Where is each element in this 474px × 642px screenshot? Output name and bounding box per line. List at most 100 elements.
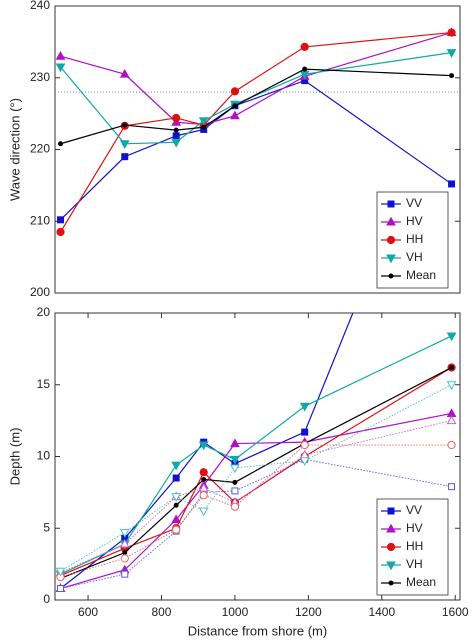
marker	[198, 441, 209, 451]
marker	[172, 132, 180, 140]
marker	[387, 200, 395, 208]
marker	[57, 585, 65, 593]
marker	[58, 141, 64, 147]
marker	[55, 50, 66, 60]
marker	[446, 381, 457, 390]
marker	[120, 554, 129, 563]
y-tick-label: 230	[30, 70, 50, 84]
plot-area	[55, 27, 460, 237]
marker	[55, 63, 66, 73]
y-tick-label: 10	[37, 449, 51, 463]
marker	[230, 455, 240, 465]
legend-label: HH	[406, 539, 423, 553]
marker	[388, 273, 394, 279]
y-tick-label: 240	[30, 0, 50, 12]
plot-area	[55, 66, 457, 593]
marker	[201, 476, 207, 482]
marker	[301, 428, 309, 436]
marker	[449, 73, 455, 79]
y-tick-label: 20	[37, 305, 51, 319]
marker	[300, 440, 309, 450]
x-axis-label: Distance from shore (m)	[188, 623, 327, 638]
marker	[172, 525, 181, 534]
marker	[173, 502, 179, 508]
marker	[447, 440, 456, 450]
marker	[173, 127, 179, 133]
marker	[230, 438, 240, 448]
marker	[121, 153, 129, 161]
x-tick-label: 1400	[368, 605, 395, 619]
x-tick-label: 1000	[222, 605, 249, 619]
marker	[448, 180, 456, 188]
y-tick-label: 200	[30, 285, 50, 299]
marker	[232, 479, 238, 485]
marker	[55, 567, 66, 577]
legend-label: HV	[406, 521, 423, 535]
marker	[447, 28, 456, 37]
y-tick-label: 15	[37, 377, 51, 391]
marker	[171, 461, 182, 471]
marker	[198, 117, 209, 127]
marker	[448, 483, 456, 491]
marker	[122, 550, 128, 556]
marker	[386, 254, 396, 264]
marker	[198, 482, 209, 492]
legend-label: Mean	[406, 268, 436, 282]
marker	[232, 103, 238, 109]
marker	[119, 68, 130, 78]
y-tick-label: 5	[43, 520, 50, 534]
marker	[299, 402, 310, 412]
marker	[121, 570, 129, 578]
y-tick-label: 0	[43, 592, 50, 606]
series-line	[60, 68, 452, 145]
x-tick-label: 1200	[295, 605, 322, 619]
marker	[119, 538, 130, 548]
marker	[449, 66, 455, 72]
marker	[199, 491, 208, 500]
marker	[302, 66, 308, 72]
legend-label: HV	[406, 214, 423, 228]
marker	[122, 122, 128, 128]
marker	[299, 457, 310, 467]
x-tick-label: 1600	[442, 605, 469, 619]
marker	[449, 365, 455, 371]
marker	[446, 408, 457, 417]
marker	[230, 502, 240, 511]
marker	[446, 49, 457, 58]
marker	[199, 468, 208, 477]
legend-label: VV	[406, 503, 422, 517]
marker	[230, 87, 240, 96]
legend-label: VV	[406, 196, 422, 210]
marker	[446, 332, 457, 342]
marker	[172, 474, 180, 482]
marker	[56, 227, 65, 237]
x-tick-label: 800	[151, 605, 171, 619]
marker	[172, 113, 181, 123]
legend-label: Mean	[406, 575, 436, 589]
marker	[230, 110, 240, 120]
marker	[171, 514, 182, 524]
x-tick-label: 600	[78, 605, 98, 619]
legend-label: VH	[406, 250, 423, 264]
legend-label: VH	[406, 557, 423, 571]
marker	[171, 493, 182, 502]
marker	[201, 124, 207, 130]
marker	[198, 507, 209, 517]
marker	[386, 561, 396, 571]
y-axis-label: Wave direction (°)	[7, 98, 22, 201]
legend-label: HH	[406, 232, 423, 246]
marker	[386, 216, 396, 226]
y-tick-label: 220	[30, 142, 50, 156]
marker	[388, 580, 394, 586]
marker	[386, 235, 396, 245]
marker	[230, 464, 240, 474]
y-tick-label: 210	[30, 213, 50, 227]
marker	[171, 138, 182, 148]
marker	[119, 140, 130, 149]
y-axis-label: Depth (m)	[7, 428, 22, 486]
marker	[446, 415, 457, 425]
marker	[386, 542, 396, 552]
marker	[300, 42, 309, 51]
marker	[57, 216, 65, 224]
